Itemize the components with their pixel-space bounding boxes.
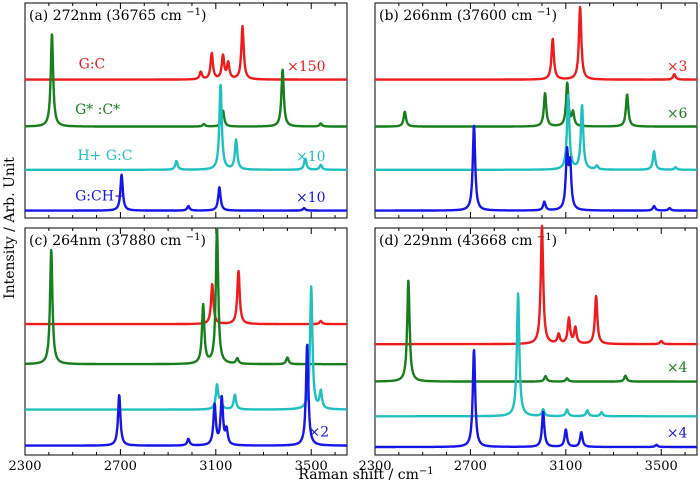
panel-wavenumber-sup: −1 (186, 232, 201, 243)
plot-frame (374, 2, 698, 219)
panel-wavenumber: (36765 cm (106, 8, 186, 24)
plot-frame (374, 227, 698, 456)
panel-wavenumber-close: ) (201, 8, 206, 24)
series-line (374, 124, 698, 212)
x-tick-label: 2300 (8, 459, 41, 474)
panel-d: (d) 229nm (43668 cm −1) ×4 ×4 (374, 224, 698, 456)
panel-a: (a) 272nm (36765 cm −1) G:C ×150 G* :C* H+ G… (24, 2, 348, 219)
panel-title: (a) 272nm (36765 cm −1) (29, 7, 206, 24)
series-line (24, 83, 348, 171)
scale-factor: ×4 (667, 360, 688, 376)
series-label: G:CH+ (75, 189, 126, 205)
panel-tag: (c) (29, 233, 52, 249)
panel-wavenumber-sup: −1 (537, 232, 552, 243)
x-tick-label: 2300 (358, 459, 391, 474)
panel-wavenumber-close: ) (552, 8, 557, 24)
series-label: G* :C* (75, 102, 120, 118)
series-line (374, 292, 698, 418)
x-tick-label: 3500 (645, 459, 678, 474)
panel-wavelength: 266nm (403, 8, 456, 24)
panel-tag: (a) (29, 8, 53, 24)
scale-factor: ×2 (308, 424, 329, 440)
plot-frame (24, 2, 348, 219)
series-line (24, 343, 348, 447)
panel-tag: (b) (379, 8, 403, 24)
panel-b: (b) 266nm (37600 cm −1) ×3 ×6 (374, 2, 698, 219)
series-line (24, 33, 348, 128)
series-line (24, 173, 348, 212)
panel-wavenumber: (43668 cm (457, 233, 537, 249)
series-line (24, 269, 348, 326)
x-tick-label: 3500 (295, 459, 328, 474)
series-line (374, 93, 698, 171)
panel-title: (d) 229nm (43668 cm −1) (379, 232, 557, 249)
series-line (374, 5, 698, 81)
x-tick-label: 3100 (199, 459, 232, 474)
panel-wavelength: 264nm (52, 233, 105, 249)
panel-wavenumber: (37880 cm (106, 233, 186, 249)
panel-wavelength: 229nm (403, 233, 456, 249)
panel-wavenumber-close: ) (200, 233, 205, 249)
series-line (24, 227, 348, 366)
panel-tag: (d) (379, 233, 403, 249)
scale-factor: ×10 (296, 190, 326, 206)
scale-factor: ×10 (296, 149, 326, 165)
series-line (374, 279, 698, 383)
scale-factor: ×3 (667, 59, 688, 75)
series-line (24, 285, 348, 411)
panel-wavenumber-close: ) (552, 233, 557, 249)
panel-title: (c) 264nm (37880 cm −1) (29, 232, 206, 249)
series-line (374, 81, 698, 128)
x-axis-label: Raman shift / cm−1 (298, 466, 433, 483)
x-axis-label-text: Raman shift / cm (298, 467, 419, 483)
scale-factor: ×150 (287, 59, 325, 75)
series-line (374, 349, 698, 449)
x-tick-label: 2700 (454, 459, 487, 474)
panel-wavelength: 272nm (53, 8, 106, 24)
panel-c: (c) 264nm (37880 cm −1) ×2 (24, 227, 348, 456)
scale-factor: ×4 (667, 426, 688, 442)
x-tick-label: 2700 (104, 459, 137, 474)
y-axis-label: Intensity / Arb. Unit (2, 157, 18, 299)
x-axis-label-sup: −1 (419, 466, 434, 477)
series-line (374, 224, 698, 346)
plot-frame (24, 227, 348, 456)
panel-wavenumber-sup: −1 (537, 7, 552, 18)
panel-title: (b) 266nm (37600 cm −1) (379, 7, 557, 24)
series-label: G:C (79, 56, 106, 72)
x-tick-labels: 2300 2700 3100 3500 2300 2700 3100 3500 (8, 459, 677, 474)
scale-factor: ×6 (667, 106, 688, 122)
series-label: H+ G:C (77, 148, 132, 164)
x-tick-label: 3100 (549, 459, 582, 474)
series-line (24, 24, 348, 81)
panel-wavenumber: (37600 cm (457, 8, 537, 24)
panel-wavenumber-sup: −1 (186, 7, 201, 18)
